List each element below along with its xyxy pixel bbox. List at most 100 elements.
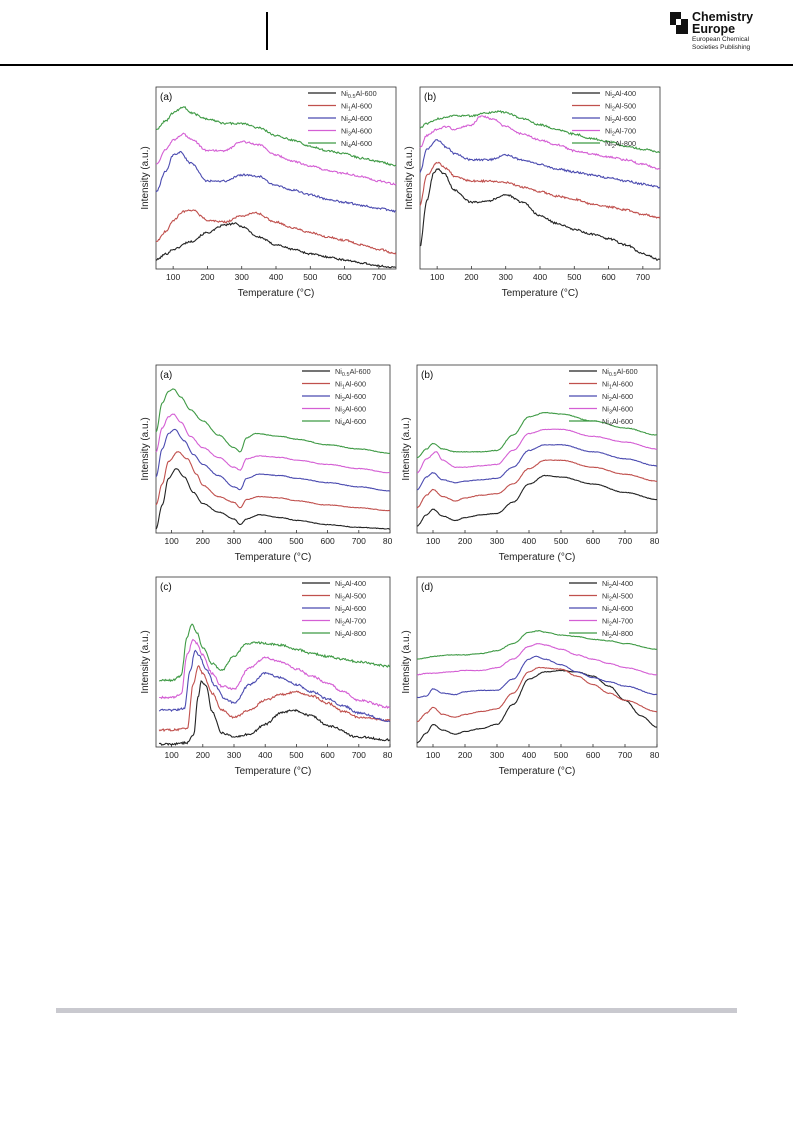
series-line-4 xyxy=(155,413,391,474)
brand-sub-line-1: European Chemical xyxy=(692,36,750,43)
x-tick-label: 700 xyxy=(636,272,650,282)
legend-label: Ni2Al-600 xyxy=(335,604,366,615)
x-tick-label: 300 xyxy=(499,272,513,282)
figure2-panel-d: 100 200 300 400 500 600 700 800 Temperature (°C)… xyxy=(397,573,659,781)
brand-name-line-2: Europe xyxy=(692,22,736,36)
legend-label: Ni2Al-500 xyxy=(605,102,636,113)
legend-label: Ni2Al-700 xyxy=(335,617,366,628)
x-tick-label: 200 xyxy=(458,750,472,760)
x-tick-label: 400 xyxy=(258,536,272,546)
series-line-5 xyxy=(419,109,661,154)
x-tick-label: 100 xyxy=(165,536,179,546)
plot-frame xyxy=(416,364,658,534)
x-tick-label: 400 xyxy=(522,750,536,760)
x-tick-label: 500 xyxy=(567,272,581,282)
series-line-3 xyxy=(158,649,391,723)
x-tick-label: 500 xyxy=(554,750,568,760)
legend-label: Ni4Al-600 xyxy=(335,417,366,428)
brand-name: Chemistry Europe xyxy=(692,10,754,36)
x-tick-label: 400 xyxy=(269,272,283,282)
x-tick-label: 100 xyxy=(426,536,440,546)
legend-label: Ni2Al-800 xyxy=(602,629,633,640)
legend-label: Ni2Al-600 xyxy=(335,392,366,403)
x-tick-label: 300 xyxy=(227,536,241,546)
series-line-1 xyxy=(155,222,397,269)
figure2-panel-b: 100 200 300 400 500 600 700 800 Temperature (°C)… xyxy=(397,361,659,567)
series-line-2 xyxy=(158,665,391,733)
panel-label: (a) xyxy=(160,92,172,103)
x-axis-label: Temperature (°C) xyxy=(502,288,579,299)
x-tick-label: 300 xyxy=(490,536,504,546)
panel-label: (b) xyxy=(421,370,433,381)
series-line-5 xyxy=(155,388,391,454)
y-axis-label: Intensity (a.u.) xyxy=(140,630,151,693)
x-tick-label: 700 xyxy=(352,750,366,760)
chart-svg-f2c: 100 200 300 400 500 600 700 800 Temperature (°C)… xyxy=(140,576,392,777)
legend-label: Ni4Al-600 xyxy=(341,139,372,150)
series-line-5 xyxy=(416,630,658,660)
series-line-3 xyxy=(155,428,391,492)
x-tick-label: 500 xyxy=(554,536,568,546)
series-line-2 xyxy=(155,451,391,512)
series-line-1 xyxy=(416,474,658,527)
chart-svg-f2d: 100 200 300 400 500 600 700 800 Temperature (°C)… xyxy=(401,576,659,777)
legend-label: Ni1Al-600 xyxy=(335,380,366,391)
x-tick-label: 200 xyxy=(200,272,214,282)
series-line-1 xyxy=(416,669,658,744)
series-line-2 xyxy=(419,161,661,219)
x-tick-label: 500 xyxy=(303,272,317,282)
legend-label: Ni3Al-600 xyxy=(341,127,372,138)
series-line-2 xyxy=(416,666,658,723)
figure2-panel-a: 100 200 300 400 500 600 700 800 Temperature (°C)… xyxy=(136,361,392,567)
brand-name-line-1: Chemistry xyxy=(692,10,754,24)
header-divider xyxy=(266,12,268,50)
x-axis-label: Temperature (°C) xyxy=(499,766,576,777)
x-tick-label: 100 xyxy=(430,272,444,282)
series-line-3 xyxy=(416,443,658,491)
x-tick-label: 300 xyxy=(490,750,504,760)
x-tick-label: 600 xyxy=(321,750,335,760)
brand-subtitle: European Chemical Societies Publishing xyxy=(692,36,750,52)
legend-label: Ni2Al-400 xyxy=(602,579,633,590)
y-axis-label: Intensity (a.u.) xyxy=(404,146,415,209)
series-line-2 xyxy=(155,209,397,255)
x-tick-label: 600 xyxy=(321,536,335,546)
legend-label: Ni4Al-600 xyxy=(602,417,633,428)
series-line-4 xyxy=(416,642,658,676)
legend-label: Ni2Al-800 xyxy=(335,629,366,640)
x-tick-label: 200 xyxy=(196,536,210,546)
legend-label: Ni2Al-600 xyxy=(602,392,633,403)
series-line-1 xyxy=(155,468,391,530)
panel-label: (a) xyxy=(160,370,172,381)
x-tick-label: 300 xyxy=(235,272,249,282)
x-tick-label: 200 xyxy=(458,536,472,546)
brand-sub-line-2: Societies Publishing xyxy=(692,44,751,51)
series-line-4 xyxy=(155,132,397,186)
series-line-3 xyxy=(155,150,397,214)
y-axis-label: Intensity (a.u.) xyxy=(140,146,151,209)
x-tick-label: 800 xyxy=(650,536,659,546)
footer-bar xyxy=(56,1008,737,1013)
chemistry-europe-logo-icon xyxy=(670,12,688,34)
y-axis-label: Intensity (a.u.) xyxy=(140,417,151,480)
figure1-panel-b: 100 200 300 400 500 600 700 Temperature (°C) Int… xyxy=(400,83,662,303)
x-tick-label: 600 xyxy=(601,272,615,282)
chart-svg-f2b: 100 200 300 400 500 600 700 800 Temperature (°C)… xyxy=(401,364,659,563)
x-tick-label: 700 xyxy=(618,750,632,760)
legend-label: Ni2Al-500 xyxy=(602,592,633,603)
x-tick-label: 100 xyxy=(166,272,180,282)
x-tick-label: 100 xyxy=(426,750,440,760)
legend-label: Ni1Al-600 xyxy=(602,380,633,391)
legend-label: Ni2Al-600 xyxy=(605,114,636,125)
x-axis-label: Temperature (°C) xyxy=(235,552,312,563)
x-axis-label: Temperature (°C) xyxy=(238,288,315,299)
legend-label: Ni2Al-500 xyxy=(335,592,366,603)
x-tick-label: 500 xyxy=(289,536,303,546)
y-axis-label: Intensity (a.u.) xyxy=(401,630,412,693)
x-tick-label: 500 xyxy=(289,750,303,760)
x-axis-label: Temperature (°C) xyxy=(235,766,312,777)
x-tick-label: 200 xyxy=(464,272,478,282)
legend-label: Ni2Al-600 xyxy=(602,604,633,615)
legend-label: Ni2Al-700 xyxy=(605,127,636,138)
x-tick-label: 700 xyxy=(372,272,386,282)
